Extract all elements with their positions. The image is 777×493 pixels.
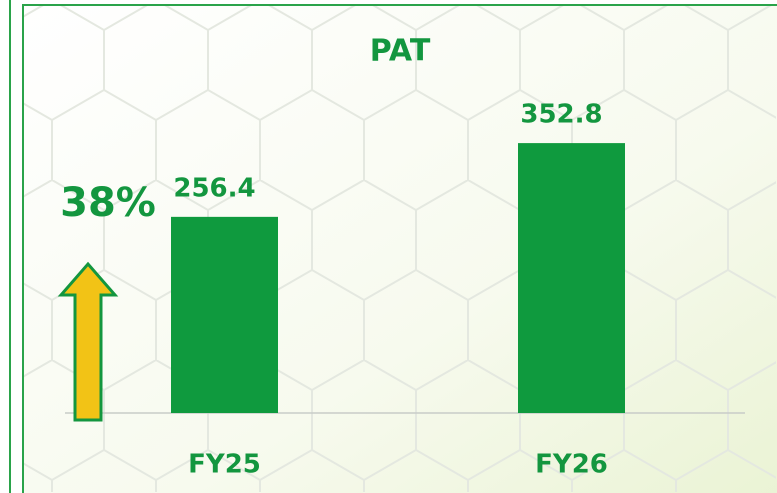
bar <box>518 143 625 413</box>
x-tick-label: FY26 <box>535 450 608 480</box>
growth-annotation: 38% <box>60 180 156 226</box>
growth-arrow <box>57 261 119 422</box>
hex-pattern <box>24 6 776 492</box>
value-label: 352.8 <box>520 100 602 130</box>
chart-title: PAT <box>370 34 431 69</box>
bar <box>171 216 278 413</box>
x-tick-label: FY25 <box>188 450 261 480</box>
value-label: 256.4 <box>173 173 255 203</box>
